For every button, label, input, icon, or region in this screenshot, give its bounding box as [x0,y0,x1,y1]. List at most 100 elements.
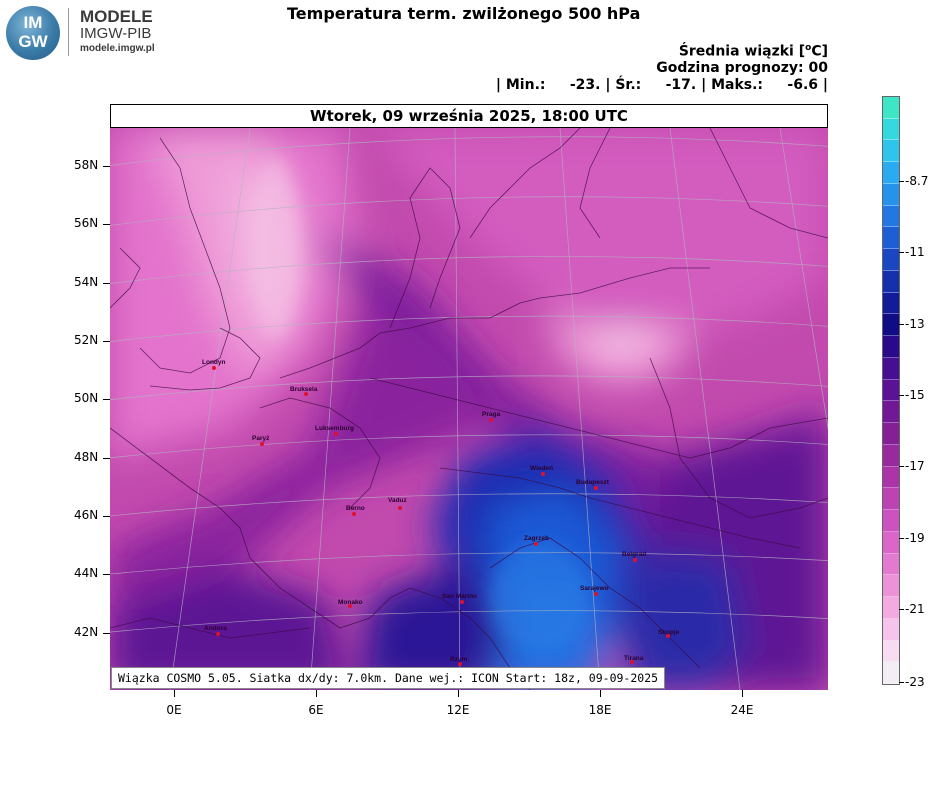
city-luksemburg: Luksemburg [315,425,354,436]
lat-tick-mark [103,516,110,517]
svg-text:Belgrad: Belgrad [622,551,646,558]
city-rzym: Rzym [450,656,468,666]
lat-tick-mark [103,458,110,459]
info-stats: | Min.: -23. | Śr.: -17. | Maks.: -6.6 | [495,77,828,93]
city-berno: Berno [346,505,365,516]
colorbar-segment [883,162,899,184]
colorbar-segment [883,336,899,358]
svg-text:Tirana: Tirana [624,655,644,662]
svg-text:Skopje: Skopje [658,629,680,636]
colorbar-segment [883,140,899,163]
city-markers: Londyn Bruksela Paryż Luksemburg Praga W… [202,359,680,666]
city-praga: Praga [482,411,500,422]
lat-tick-54n: 54N [74,275,99,289]
colorbar-segment [883,183,899,206]
city-sarajewo: Sarajewo [580,585,609,596]
colorbar-segment [883,466,899,489]
colorbar-label: -23 [905,675,925,689]
city-tirana: Tirana [624,655,644,664]
imgw-logo: IM GW [6,6,60,60]
colorbar-segment [883,357,899,380]
info-units: Średnia wiązki [oC] [679,43,828,60]
brand-url[interactable]: modele.imgw.pl [80,43,155,54]
city-san-marino: San Marino [442,593,477,604]
lon-tick-mark [742,690,743,697]
colorbar-segment [883,597,899,619]
lat-tick-56n: 56N [74,216,99,230]
city-vaduz: Vaduz [388,497,408,510]
lon-tick-mark [174,690,175,697]
colorbar-segment [883,249,899,271]
svg-text:Budapeszt: Budapeszt [576,479,610,486]
logo-divider [68,8,69,56]
city-wieden: Wiedeń [530,465,553,476]
colorbar-segment [883,618,899,641]
colorbar-segment [883,510,899,532]
lat-tick-mark [103,224,110,225]
svg-text:Rzym: Rzym [450,656,468,663]
date-label: Wtorek, 09 września 2025, 18:00 UTC [110,104,828,128]
colorbar-tick [899,466,904,467]
colorbar-segment [883,640,899,663]
lon-tick-6e: 6E [308,703,324,717]
colorbar-label: -8.7 [905,174,929,188]
colorbar-segment [883,488,899,511]
colorbar-label: -15 [905,388,925,402]
svg-text:Andora: Andora [204,625,227,632]
map-title: Temperatura term. zwilżonego 500 hPa [287,4,641,23]
city-zagrzeb: Zagrzeb [524,535,549,546]
lat-tick-mark [103,283,110,284]
colorbar-segment [883,575,899,598]
colorbar-label: -11 [905,245,925,259]
coastlines [110,128,828,690]
colorbar-label: -21 [905,602,925,616]
colorbar-tick [899,395,904,396]
lat-tick-mark [103,166,110,167]
city-monako: Monako [338,599,363,608]
logo-text-bottom: GW [18,32,48,51]
city-paryz: Paryż [252,435,270,446]
lat-tick-42n: 42N [74,625,99,639]
colorbar [882,96,900,685]
lon-tick-12e: 12E [446,703,470,717]
colorbar-segment [883,227,899,250]
colorbar-label: -13 [905,317,925,331]
brand-org: IMGW-PIB [80,25,152,42]
colorbar-segment [883,314,899,337]
colorbar-segment [883,531,899,554]
city-andora: Andora [204,625,227,636]
colorbar-tick [899,252,904,253]
svg-text:Monako: Monako [338,599,363,606]
svg-text:Vaduz: Vaduz [388,497,408,504]
lat-tick-mark [103,574,110,575]
colorbar-segment [883,292,899,315]
city-bruksela: Bruksela [290,386,318,396]
colorbar-tick [899,324,904,325]
colorbar-segment [883,662,899,684]
info-forecast-hour: Godzina prognozy: 00 [656,60,828,76]
info-units-pre: Średnia wiązki [ [678,43,806,60]
city-skopje: Skopje [658,629,680,638]
lat-tick-mark [103,399,110,400]
temperature-field: Londyn Bruksela Paryż Luksemburg Praga W… [110,128,828,690]
colorbar-label: -19 [905,531,925,545]
brand-name: MODELE [80,7,153,26]
svg-text:Berno: Berno [346,505,365,512]
lat-tick-46n: 46N [74,508,99,522]
city-londyn: Londyn [202,359,225,370]
svg-text:Bruksela: Bruksela [290,386,318,393]
svg-text:Wiedeń: Wiedeń [530,465,553,472]
lon-tick-24e: 24E [730,703,754,717]
svg-text:Zagrzeb: Zagrzeb [524,535,549,542]
lat-tick-44n: 44N [74,566,99,580]
colorbar-segment [883,401,899,424]
lon-tick-mark [600,690,601,697]
lat-tick-58n: 58N [74,158,99,172]
svg-text:Praga: Praga [482,411,500,418]
map-panel: Londyn Bruksela Paryż Luksemburg Praga W… [110,128,828,690]
svg-text:Luksemburg: Luksemburg [315,425,354,432]
svg-text:Londyn: Londyn [202,359,225,366]
logo-text-top: IM [23,13,43,32]
lat-tick-48n: 48N [74,450,99,464]
svg-text:Paryż: Paryż [252,435,270,442]
